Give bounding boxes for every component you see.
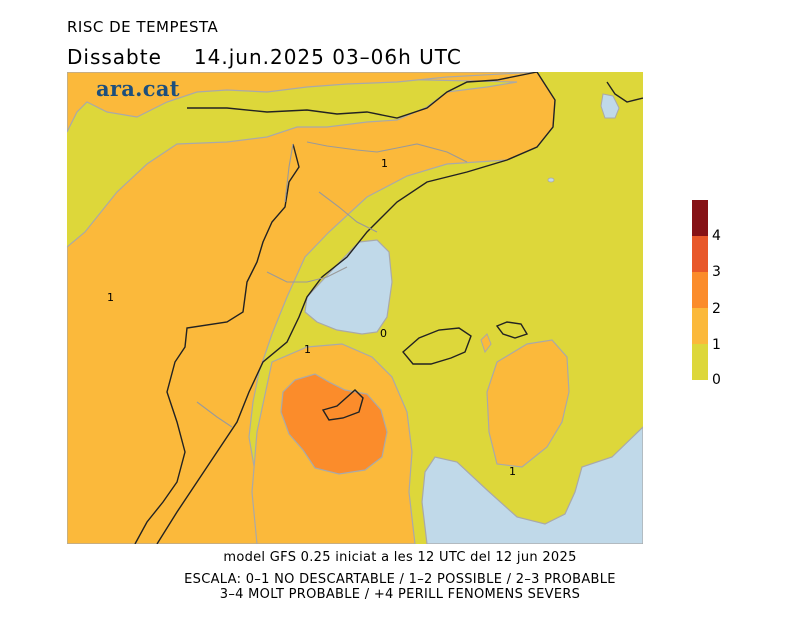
map-title: RISC DE TEMPESTA	[67, 18, 219, 36]
map-subtitle: Dissabte 14.jun.2025 03–06h UTC	[67, 45, 462, 69]
sea-zone-north-small	[600, 93, 620, 119]
risk-zone-1-2-small	[480, 333, 492, 354]
colorbar-label-1: 1	[712, 337, 721, 353]
colorbar-label-2: 2	[712, 301, 721, 317]
contour-label-southeast: 1	[509, 465, 516, 478]
colorbar-label-3: 3	[712, 264, 721, 280]
internal-borders	[196, 141, 468, 428]
contour-label-north: 1	[381, 157, 388, 170]
scale-line-1: ESCALA: 0–1 NO DESCARTABLE / 1–2 POSSIBL…	[184, 572, 616, 587]
forecast-datetime: 14.jun.2025 03–06h UTC	[193, 45, 462, 69]
colorbar-label-4: 4	[712, 228, 721, 244]
risk-zone-2-3	[280, 373, 388, 475]
sea-zone-southeast	[421, 426, 643, 544]
colorbar-seg-0	[692, 344, 708, 380]
colorbar-seg-4	[692, 200, 708, 236]
sea-zone-dot	[547, 177, 555, 183]
risk-zone-1-2-corridor	[67, 72, 538, 133]
contour-label-center: 1	[304, 343, 311, 356]
colorbar-seg-2	[692, 272, 708, 308]
contour-label-gulf: 0	[380, 327, 387, 340]
contour-label-west: 1	[107, 291, 114, 304]
risk-colorbar	[692, 200, 708, 380]
colorbar-seg-1	[692, 308, 708, 344]
brand-logo: ara.cat	[96, 76, 180, 101]
forecast-day: Dissabte	[67, 45, 162, 69]
model-info: model GFS 0.25 iniciat a les 12 UTC del …	[223, 550, 577, 565]
scale-line-2: 3–4 MOLT PROBABLE / +4 PERILL FENOMENS S…	[219, 587, 581, 602]
risk-zone-1-2-southeast	[486, 339, 570, 468]
coastlines	[134, 72, 643, 544]
colorbar-label-0: 0	[712, 372, 721, 388]
colorbar-seg-3	[692, 236, 708, 272]
risk-map: 1 1 0 1 1	[67, 72, 643, 544]
